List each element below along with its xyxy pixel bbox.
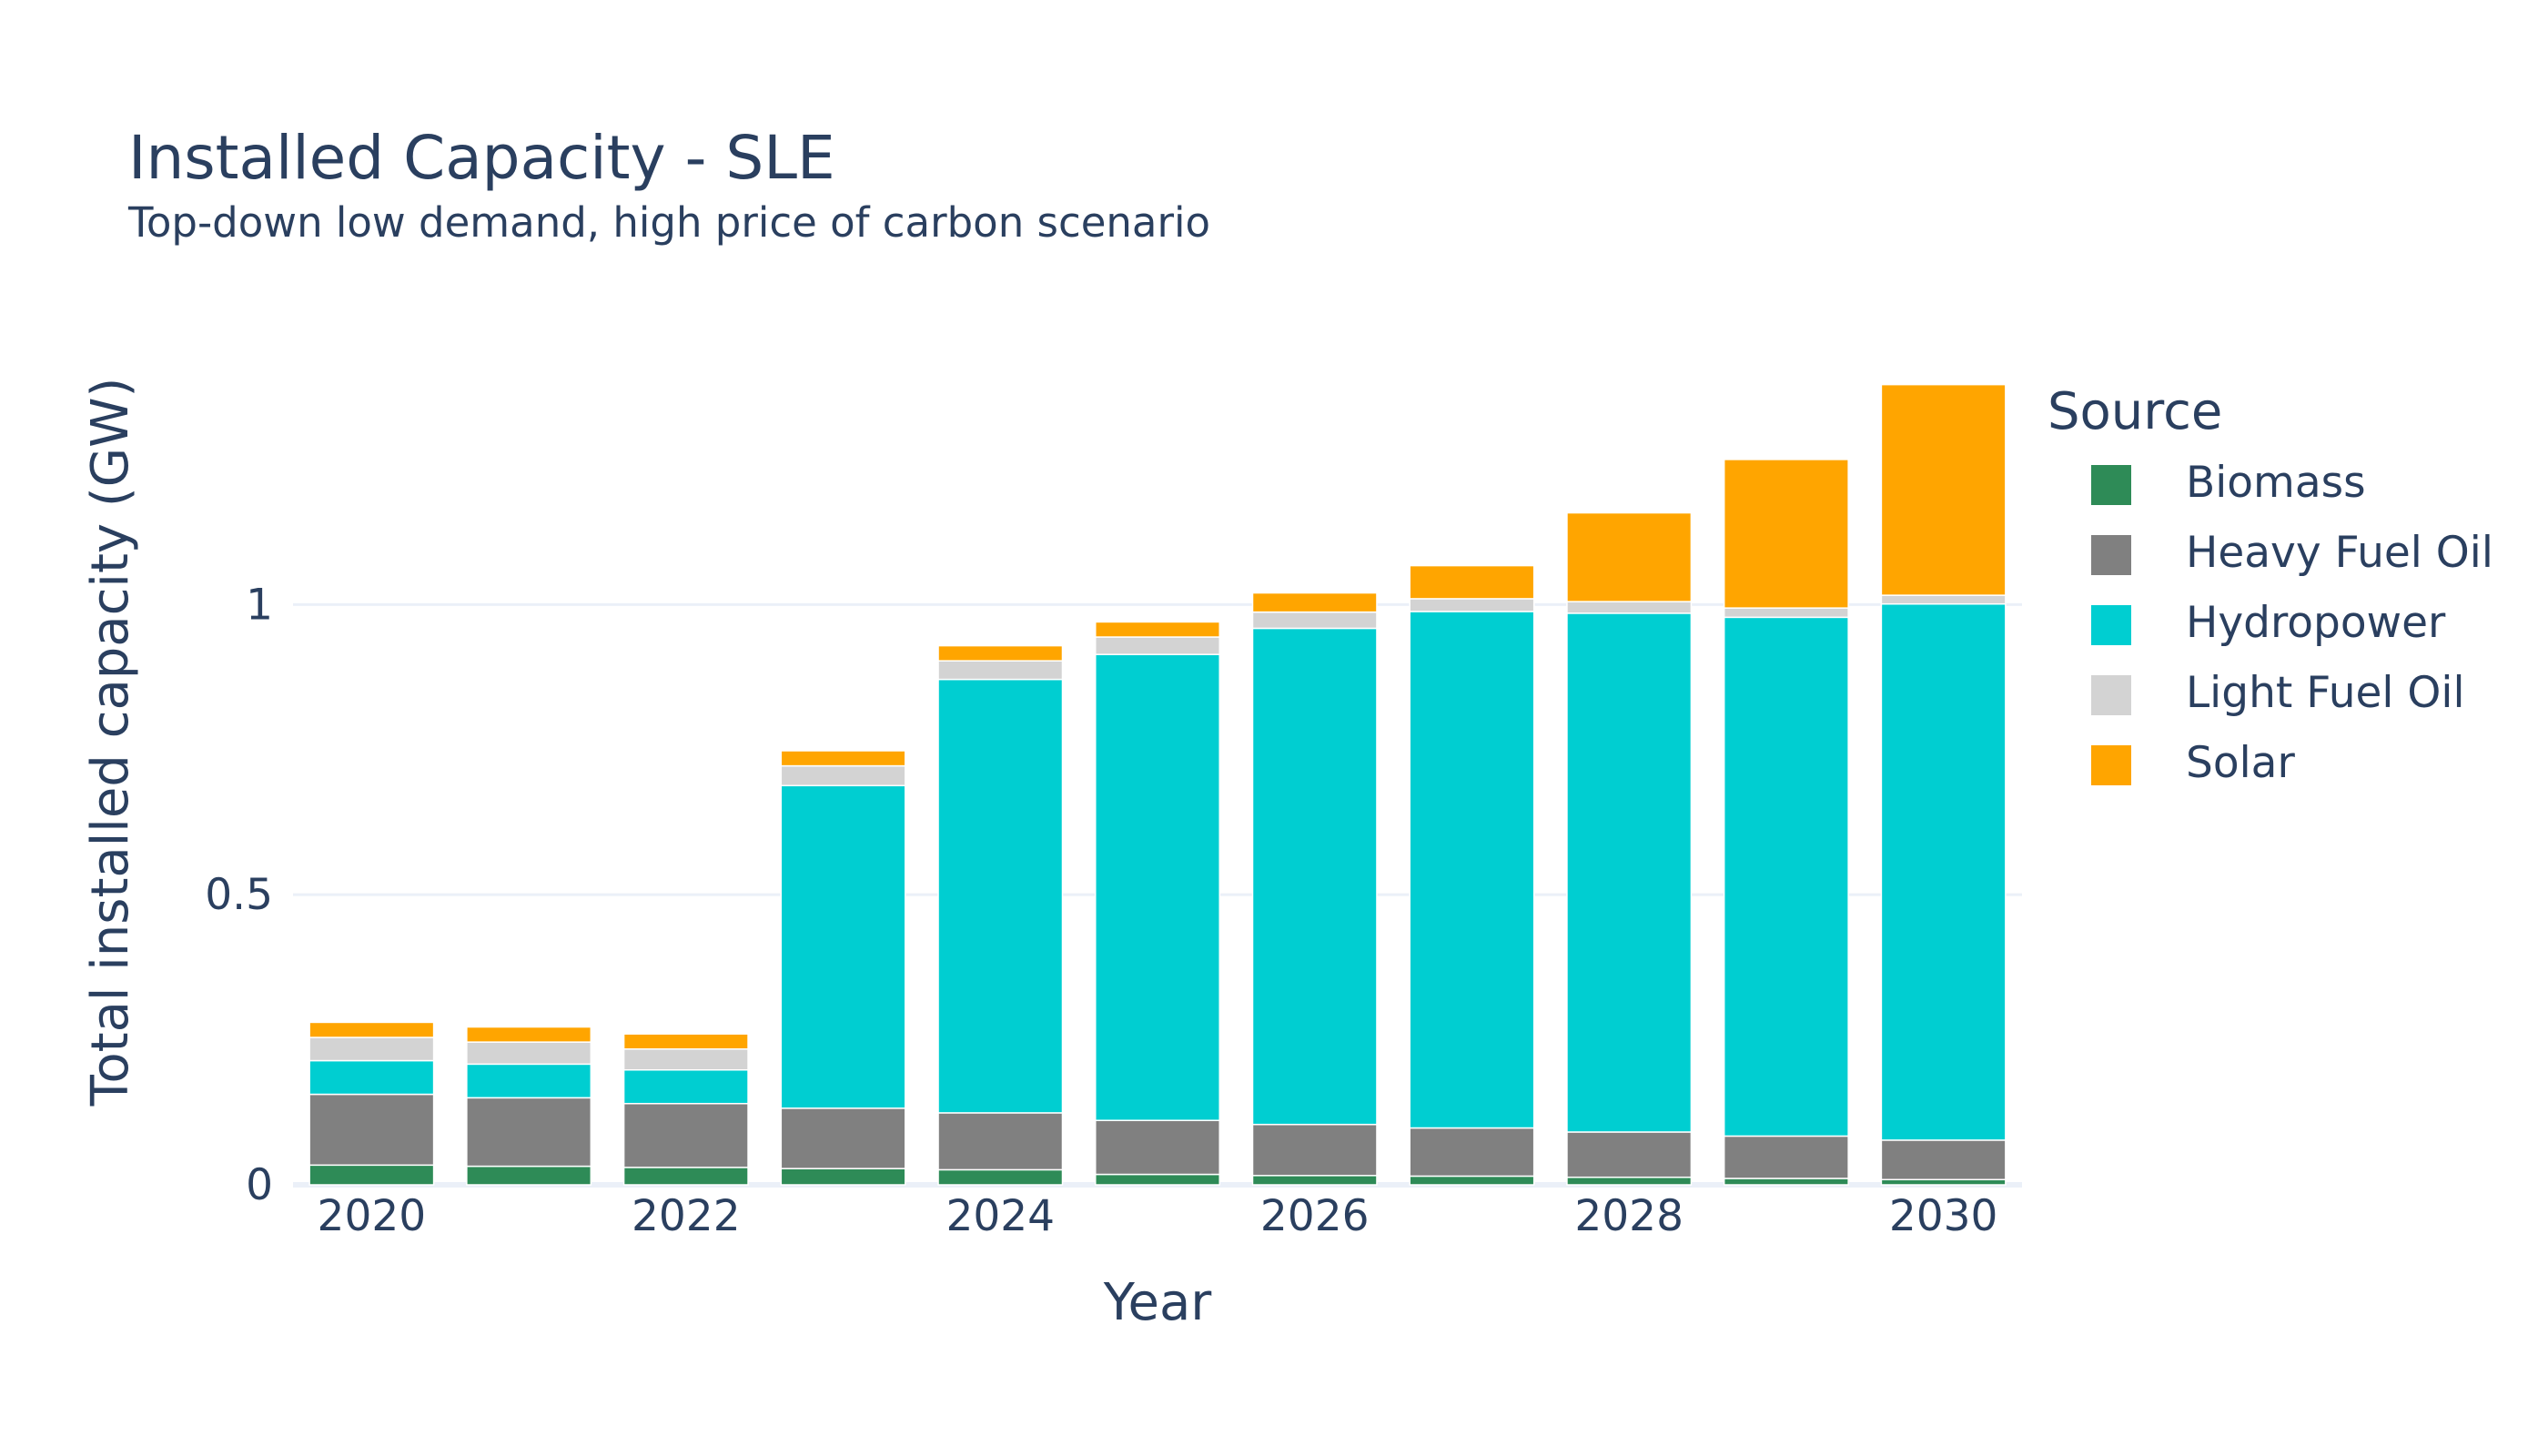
bar-segment-biomass-2023 [780,1168,906,1186]
bar-segment-solar-2023 [780,750,906,767]
y-axis-ticks: 00.51 [205,580,273,1210]
bar-segment-heavy-fuel-oil-2021 [466,1097,592,1168]
legend-item-biomass[interactable]: Biomass [2048,456,2366,526]
bar-segment-light-fuel-oil-2027 [1409,598,1535,612]
bar-segment-biomass-2029 [1723,1178,1849,1186]
bar-segment-solar-2021 [466,1026,592,1043]
legend-label: Hydropower [2186,598,2446,648]
legend-label: Heavy Fuel Oil [2186,528,2493,578]
x-tick-label: 2026 [1260,1191,1370,1241]
bar-segment-hydropower-2024 [937,678,1064,1114]
legend-label: Biomass [2186,458,2366,508]
bar-segment-hydropower-2023 [780,784,906,1109]
bar-segment-biomass-2021 [466,1165,592,1186]
x-axis-ticks: 2020 2022 2024 2026 2028 2030 [318,1191,1998,1241]
bars [308,383,2007,1186]
bar-segment-heavy-fuel-oil-2024 [937,1112,1064,1171]
bar-segment-light-fuel-oil-2026 [1251,611,1378,630]
bar-segment-biomass-2030 [1880,1178,2007,1186]
bar-segment-heavy-fuel-oil-2027 [1409,1127,1535,1178]
legend-swatch [2091,465,2131,505]
legend-item-light-fuel-oil[interactable]: Light Fuel Oil [2048,666,2465,736]
bar-segment-hydropower-2026 [1251,627,1378,1126]
legend-swatch [2091,535,2131,575]
x-tick-label: 2024 [945,1191,1055,1241]
bar-segment-light-fuel-oil-2028 [1566,601,1693,614]
bar-segment-solar-2020 [308,1021,435,1038]
bar-segment-solar-2022 [622,1033,749,1050]
bar-segment-light-fuel-oil-2022 [622,1048,749,1071]
bar-segment-biomass-2025 [1095,1173,1220,1186]
bar-segment-biomass-2028 [1566,1176,1693,1186]
bar-segment-solar-2030 [1880,383,2007,596]
bar-segment-heavy-fuel-oil-2023 [780,1107,906,1169]
x-tick-label: 2030 [1889,1191,1998,1241]
bar-segment-heavy-fuel-oil-2026 [1251,1123,1378,1177]
bar-segment-light-fuel-oil-2021 [466,1041,592,1066]
y-tick-label: 1 [246,580,273,630]
bar-segment-heavy-fuel-oil-2025 [1095,1119,1220,1176]
bar-segment-heavy-fuel-oil-2022 [622,1102,749,1168]
bar-segment-biomass-2024 [937,1168,1064,1186]
y-axis-label: Total installed capacity (GW) [81,378,140,1107]
bar-segment-hydropower-2020 [308,1059,435,1096]
bar-segment-light-fuel-oil-2024 [937,660,1064,681]
legend-item-heavy-fuel-oil[interactable]: Heavy Fuel Oil [2048,526,2493,596]
bar-segment-heavy-fuel-oil-2028 [1566,1131,1693,1178]
bar-segment-solar-2029 [1723,459,1849,609]
bar-segment-solar-2028 [1566,511,1693,602]
legend-item-solar[interactable]: Solar [2048,736,2295,806]
x-tick-label: 2022 [632,1191,741,1241]
bar-segment-hydropower-2021 [466,1063,592,1099]
chart-subtitle: Top-down low demand, high price of carbo… [128,198,1211,247]
legend-label: Solar [2186,738,2295,788]
legend-label: Light Fuel Oil [2186,668,2465,718]
bar-segment-biomass-2020 [308,1164,435,1186]
bar-segment-solar-2024 [937,644,1064,662]
bar-segment-heavy-fuel-oil-2029 [1723,1135,1849,1179]
x-tick-label: 2028 [1574,1191,1684,1241]
legend-swatch [2091,675,2131,715]
legend-swatch [2091,605,2131,645]
bar-segment-hydropower-2030 [1880,602,2007,1141]
bar-segment-hydropower-2025 [1095,653,1220,1121]
bar-segment-heavy-fuel-oil-2020 [308,1093,435,1167]
bar-segment-solar-2025 [1095,621,1220,638]
x-tick-label: 2020 [318,1191,427,1241]
y-tick-label: 0.5 [205,870,273,920]
bar-segment-hydropower-2029 [1723,616,1849,1138]
bar-segment-hydropower-2022 [622,1068,749,1105]
legend-title: Source [2048,382,2223,441]
bar-segment-light-fuel-oil-2030 [1880,594,2007,605]
bar-segment-biomass-2027 [1409,1175,1535,1186]
bar-segment-light-fuel-oil-2020 [308,1036,435,1062]
bar-segment-hydropower-2027 [1409,611,1535,1129]
bar-segment-solar-2027 [1409,564,1535,600]
bar-segment-biomass-2022 [622,1167,749,1186]
legend: Source Biomass Heavy Fuel Oil Hydropower Li… [2048,382,2493,806]
bar-segment-hydropower-2028 [1566,612,1693,1133]
legend-item-hydropower[interactable]: Hydropower [2048,596,2445,666]
chart-title: Installed Capacity - SLE [128,123,835,193]
bar-segment-biomass-2026 [1251,1175,1378,1186]
bar-segment-light-fuel-oil-2025 [1095,636,1220,655]
bar-segment-light-fuel-oil-2023 [780,764,906,787]
legend-swatch [2091,745,2131,785]
x-axis-label: Year [1103,1273,1213,1332]
bar-segment-heavy-fuel-oil-2030 [1880,1139,2007,1181]
bar-segment-light-fuel-oil-2029 [1723,607,1849,619]
bar-segment-solar-2026 [1251,592,1378,613]
y-tick-label: 0 [246,1160,273,1210]
